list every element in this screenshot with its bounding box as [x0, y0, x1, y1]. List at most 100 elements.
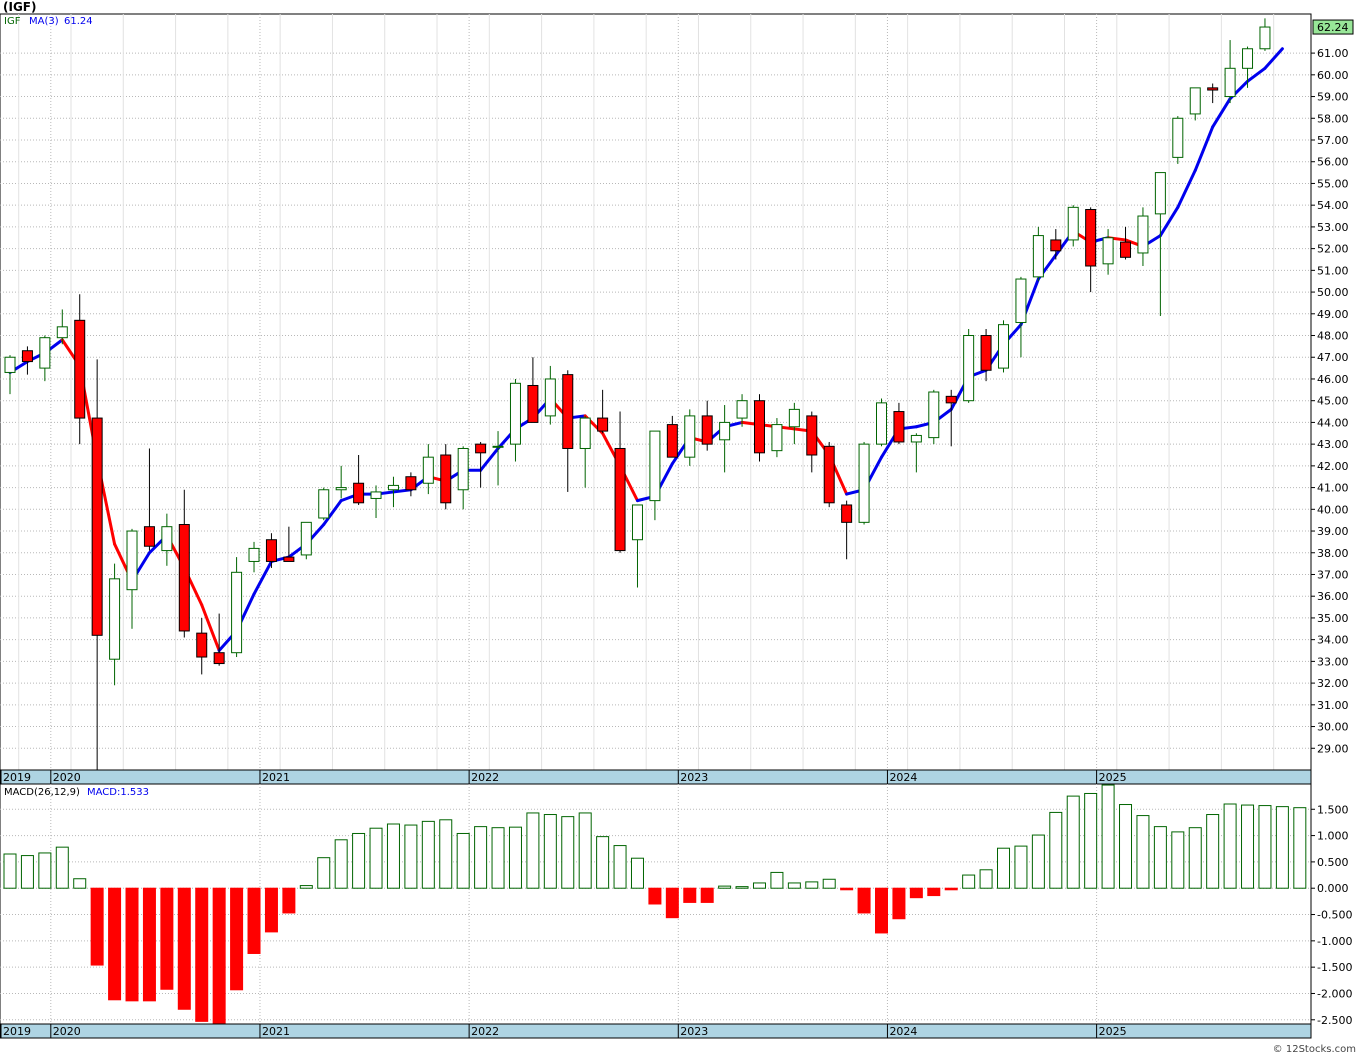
- candle-body: [143, 526, 155, 547]
- candle-body: [39, 337, 51, 369]
- macd-bar-14: [247, 887, 261, 954]
- candle-body: [841, 504, 853, 523]
- candle-body: [945, 395, 957, 404]
- price-tick-label-23: 52.00: [1317, 243, 1349, 256]
- price-year-label-0: 2019: [3, 771, 31, 784]
- macd-tick-label-0: 1.500: [1317, 803, 1349, 816]
- macd-tick-label-1: 1.000: [1317, 830, 1349, 843]
- price-tick-label-11: 40.00: [1317, 503, 1349, 516]
- candle-2023-05: [771, 418, 783, 458]
- macd-bar-43: [752, 882, 766, 889]
- macd-tick-label-6: -1.500: [1317, 961, 1352, 974]
- candle-body: [178, 524, 190, 632]
- candle-2024-06: [998, 320, 1010, 373]
- macd-bar-7: [125, 887, 139, 1002]
- candle-body: [736, 400, 748, 419]
- candle-body: [910, 434, 922, 443]
- candle-2022-06: [579, 415, 591, 488]
- candle-2020-05: [143, 448, 155, 551]
- macd-bar-40: [700, 887, 714, 903]
- macd-bar-47: [822, 878, 836, 889]
- candle-body: [980, 335, 992, 371]
- legend-ma-label: MA(3): [29, 16, 59, 27]
- macd-bar-15: [264, 887, 278, 933]
- macd-bar-3: [55, 846, 69, 889]
- macd-bar-53: [927, 887, 941, 897]
- candle-2019-11: [39, 335, 51, 382]
- candle-2019-12: [56, 309, 68, 345]
- candle-body: [91, 417, 103, 636]
- macd-bar-55: [962, 874, 976, 889]
- candle-body: [353, 482, 365, 504]
- macd-bar-58: [1014, 845, 1028, 889]
- candle-2024-02: [928, 389, 940, 445]
- candle-body: [963, 335, 975, 402]
- price-tick-label-4: 33.00: [1317, 655, 1349, 668]
- candle-2022-01: [492, 431, 504, 486]
- candle-2020-02: [91, 359, 103, 770]
- candle-2022-03: [527, 357, 539, 423]
- macd-bar-2: [38, 852, 52, 889]
- macd-bar-27: [474, 826, 488, 889]
- candle-2022-08: [614, 411, 626, 553]
- macd-year-label-5: 2024: [889, 1025, 917, 1038]
- chart-title: (IGF): [3, 0, 37, 14]
- price-tick-label-31: 60.00: [1317, 69, 1349, 82]
- candle-2022-09: [631, 504, 643, 588]
- price-tick-label-28: 57.00: [1317, 134, 1349, 147]
- candle-body: [1137, 215, 1149, 254]
- candle-body: [1242, 48, 1254, 69]
- candle-2021-08: [405, 472, 417, 497]
- candle-body: [823, 445, 835, 504]
- macd-bar-31: [543, 814, 557, 889]
- candle-2023-09: [841, 500, 853, 560]
- candle-2024-04: [963, 329, 975, 403]
- macd-bar-37: [648, 887, 662, 905]
- macd-year-label-1: 2020: [53, 1025, 81, 1038]
- macd-axis: 1.500 1.000 0.500 0.000 -0.500 -1.000 -1.500 -2…: [1311, 803, 1352, 1027]
- macd-bar-57: [997, 847, 1011, 889]
- macd-bar-32: [561, 816, 575, 889]
- macd-bar-73: [1275, 806, 1289, 889]
- price-tick-label-26: 55.00: [1317, 177, 1349, 190]
- candle-2020-03: [109, 563, 121, 686]
- candle-2022-02: [509, 378, 521, 462]
- macd-bar-13: [230, 887, 244, 991]
- price-tick-label-9: 38.00: [1317, 547, 1349, 560]
- candle-2024-05: [980, 329, 992, 382]
- candles: [4, 18, 1271, 770]
- candle-2025-04: [1172, 116, 1184, 164]
- candle-body: [649, 430, 661, 502]
- macd-year-label-4: 2023: [680, 1025, 708, 1038]
- macd-bar-65: [1136, 815, 1150, 889]
- price-tick-label-20: 49.00: [1317, 308, 1349, 321]
- candle-2025-01: [1120, 226, 1132, 260]
- macd-bar-23: [404, 824, 418, 889]
- candle-body: [1207, 87, 1219, 91]
- price-year-label-6: 2025: [1099, 771, 1127, 784]
- candle-2021-01: [283, 526, 295, 562]
- candle-body: [579, 417, 591, 449]
- macd-bar-29: [508, 826, 522, 889]
- candle-2023-11: [876, 398, 887, 447]
- candle-body: [928, 391, 940, 439]
- last-price-label: 62.24: [1317, 21, 1349, 34]
- candle-body: [161, 526, 173, 552]
- macd-bar-35: [613, 845, 627, 889]
- candle-2020-06: [161, 513, 173, 566]
- macd-bar-6: [108, 887, 122, 1001]
- macd-bar-52: [909, 887, 923, 899]
- macd-bar-71: [1241, 804, 1255, 889]
- ma-segment-70: [1211, 97, 1232, 129]
- candle-body: [1189, 87, 1201, 115]
- candle-2025-06: [1207, 83, 1219, 104]
- candle-body: [1032, 235, 1044, 278]
- macd-bar-22: [386, 823, 400, 889]
- candle-body: [893, 411, 905, 443]
- candle-body: [701, 415, 713, 445]
- candle-2021-10: [440, 444, 452, 510]
- legend-ma-value: 61.24: [64, 16, 93, 27]
- candle-body: [1259, 26, 1271, 50]
- price-tick-label-3: 32.00: [1317, 677, 1349, 690]
- macd-bar-56: [979, 869, 993, 889]
